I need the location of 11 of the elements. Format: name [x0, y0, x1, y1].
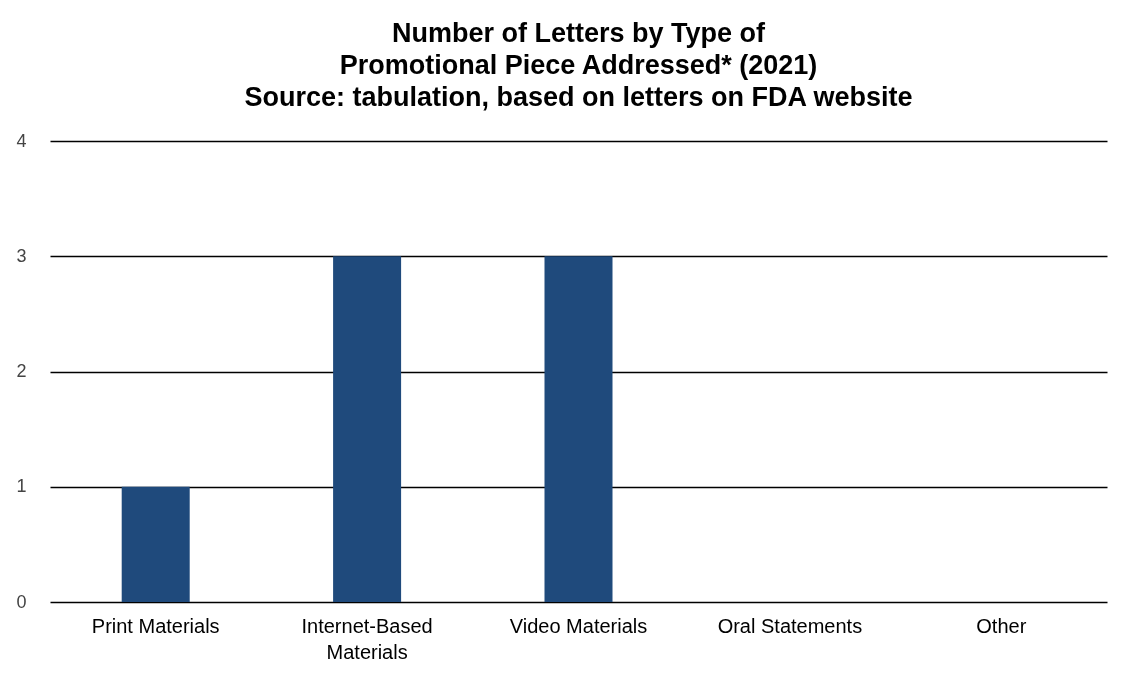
- x-tick-label: Oral Statements: [717, 614, 863, 637]
- x-tick-label: Print Materials: [91, 614, 220, 637]
- y-tick-label: 3: [16, 245, 27, 266]
- x-tick-label: Other: [976, 614, 1027, 637]
- x-tick-label: Internet-Based Materials: [301, 614, 433, 663]
- y-tick-label: 2: [16, 361, 27, 381]
- chart-title: Number of Letters by Type of Promotional Piece Addressed* (2021) Source: tabulation, based on letters on FDA website: [244, 18, 913, 112]
- x-tick-label: Video Materials: [509, 614, 648, 637]
- y-tick-label: 4: [16, 130, 27, 151]
- y-tick-label: 1: [16, 476, 27, 497]
- y-tick-label: 0: [16, 591, 27, 612]
